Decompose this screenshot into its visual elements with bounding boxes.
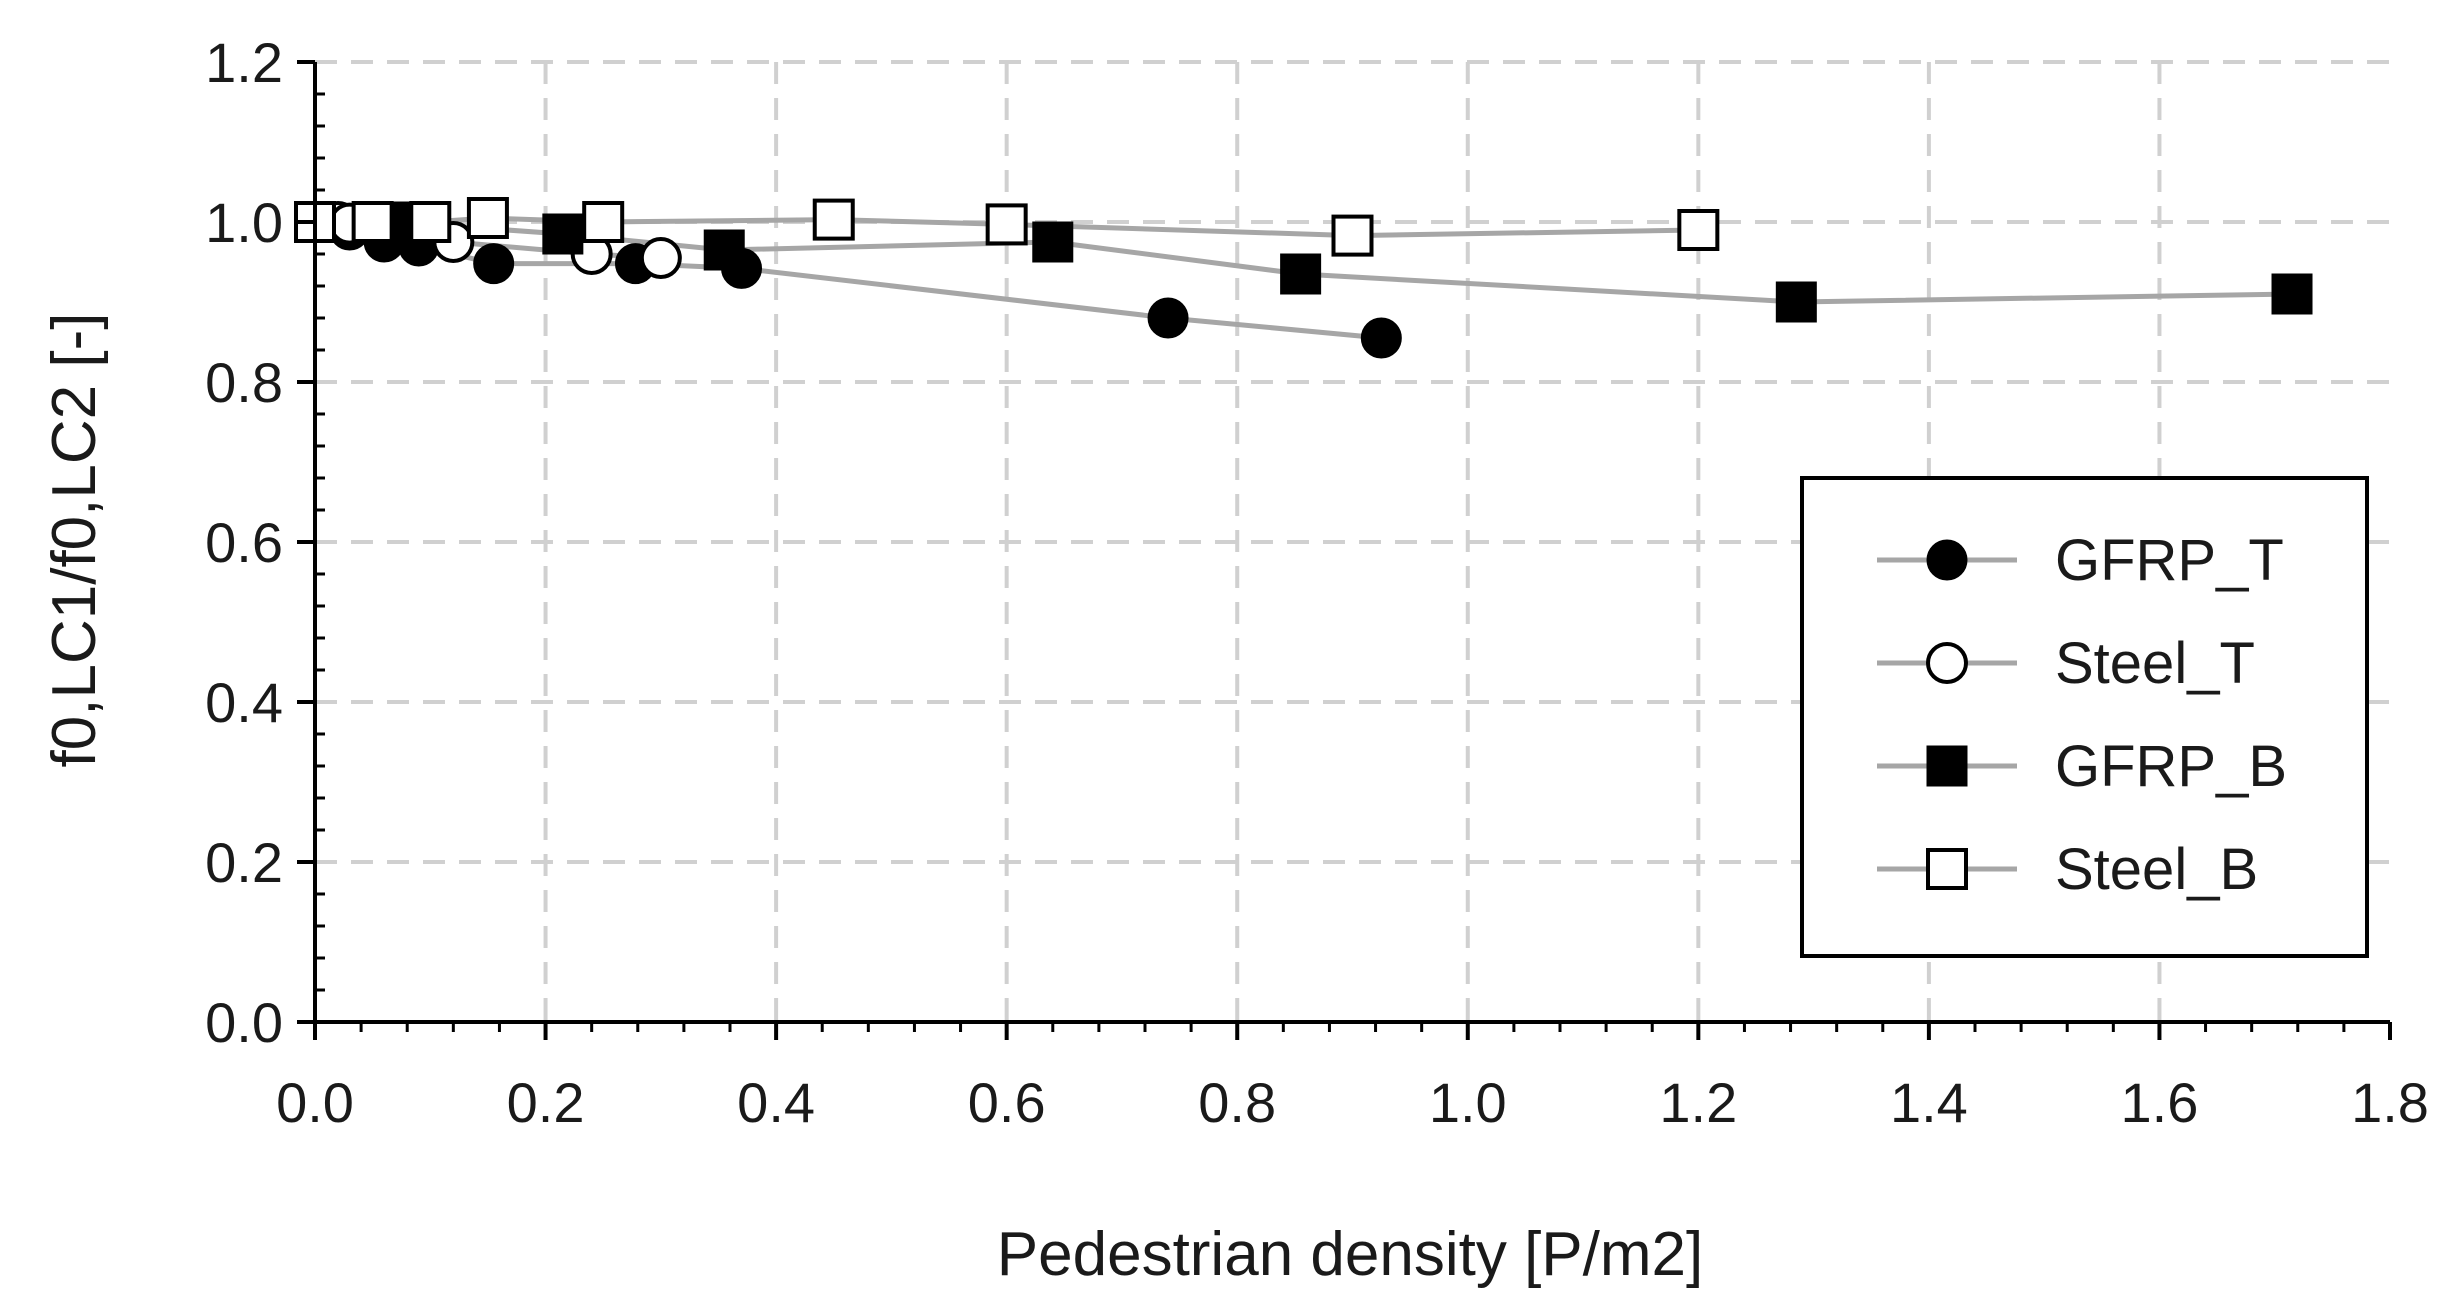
- point-steel-b: [812, 198, 855, 241]
- point-gfrp-b: [2271, 273, 2313, 315]
- x-axis-title: Pedestrian density [P/m2]: [997, 1220, 1703, 1289]
- point-gfrp-b: [542, 213, 584, 255]
- legend-marker: [1926, 745, 1968, 787]
- legend: GFRP_T Steel_T GFRP_B Steel_B: [1800, 476, 2369, 958]
- point-gfrp-t: [473, 243, 515, 285]
- x-tick-label: 1.4: [1890, 1071, 1968, 1134]
- legend-marker: [1926, 539, 1968, 581]
- point-gfrp-b: [1280, 253, 1322, 295]
- x-tick-label: 0.0: [276, 1071, 354, 1134]
- axes: [297, 60, 2392, 1040]
- y-tick-label: 1.2: [205, 31, 283, 94]
- x-tick-label: 0.2: [507, 1071, 585, 1134]
- x-tick-label: 1.0: [1429, 1071, 1507, 1134]
- y-tick-label: 0.0: [205, 991, 283, 1054]
- point-steel-b: [466, 197, 509, 239]
- point-gfrp-t: [1360, 317, 1402, 359]
- x-tick-label: 1.8: [2351, 1071, 2429, 1134]
- x-tick-label: 1.6: [2121, 1071, 2199, 1134]
- point-steel-b: [985, 203, 1028, 246]
- y-tick-label: 0.6: [205, 511, 283, 574]
- series-markers: [294, 197, 2313, 359]
- legend-marker: [1926, 642, 1968, 684]
- y-tick-label: 0.8: [205, 351, 283, 414]
- tick-labels: 0.0 0.2 0.4 0.6 0.8 1.0 1.2 1.4 1.6 1.8 0.0 0.2 0.4 0…: [205, 31, 2429, 1134]
- point-gfrp-b: [1032, 221, 1074, 263]
- point-steel-b: [409, 201, 452, 243]
- y-axis-title: f0,LC1/f0,LC2 [-]: [40, 313, 109, 768]
- y-tick-label: 1.0: [205, 191, 283, 254]
- legend-label: Steel_B: [2055, 837, 2258, 902]
- x-tick-label: 0.6: [968, 1071, 1046, 1134]
- point-gfrp-t: [1147, 297, 1189, 339]
- y-tick-label: 0.2: [205, 831, 283, 894]
- point-steel-b: [1331, 214, 1374, 257]
- point-steel-t: [639, 237, 682, 279]
- legend-label: GFRP_B: [2055, 734, 2287, 799]
- legend-label: Steel_T: [2055, 631, 2255, 696]
- legend-marker: [1926, 848, 1968, 890]
- point-steel-b: [351, 201, 394, 243]
- point-gfrp-b: [703, 229, 745, 271]
- x-tick-label: 0.8: [1198, 1071, 1276, 1134]
- y-tick-label: 0.4: [205, 671, 283, 734]
- point-steel-b: [582, 201, 625, 243]
- point-steel-b: [1677, 209, 1720, 251]
- x-tick-label: 1.2: [1659, 1071, 1737, 1134]
- x-tick-label: 0.4: [737, 1071, 815, 1134]
- legend-label: GFRP_T: [2055, 528, 2284, 593]
- point-gfrp-b: [1775, 281, 1817, 323]
